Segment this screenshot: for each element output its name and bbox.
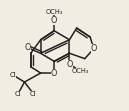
Text: OCH₃: OCH₃ [45, 9, 63, 15]
Text: OCH₃: OCH₃ [72, 68, 89, 74]
Text: O: O [51, 16, 57, 25]
Text: O: O [51, 69, 57, 78]
Text: O: O [91, 44, 97, 53]
Text: Cl: Cl [9, 72, 16, 78]
Text: O: O [25, 43, 31, 52]
Text: Cl: Cl [30, 91, 37, 97]
Text: Cl: Cl [15, 91, 22, 97]
Text: O: O [66, 59, 73, 69]
